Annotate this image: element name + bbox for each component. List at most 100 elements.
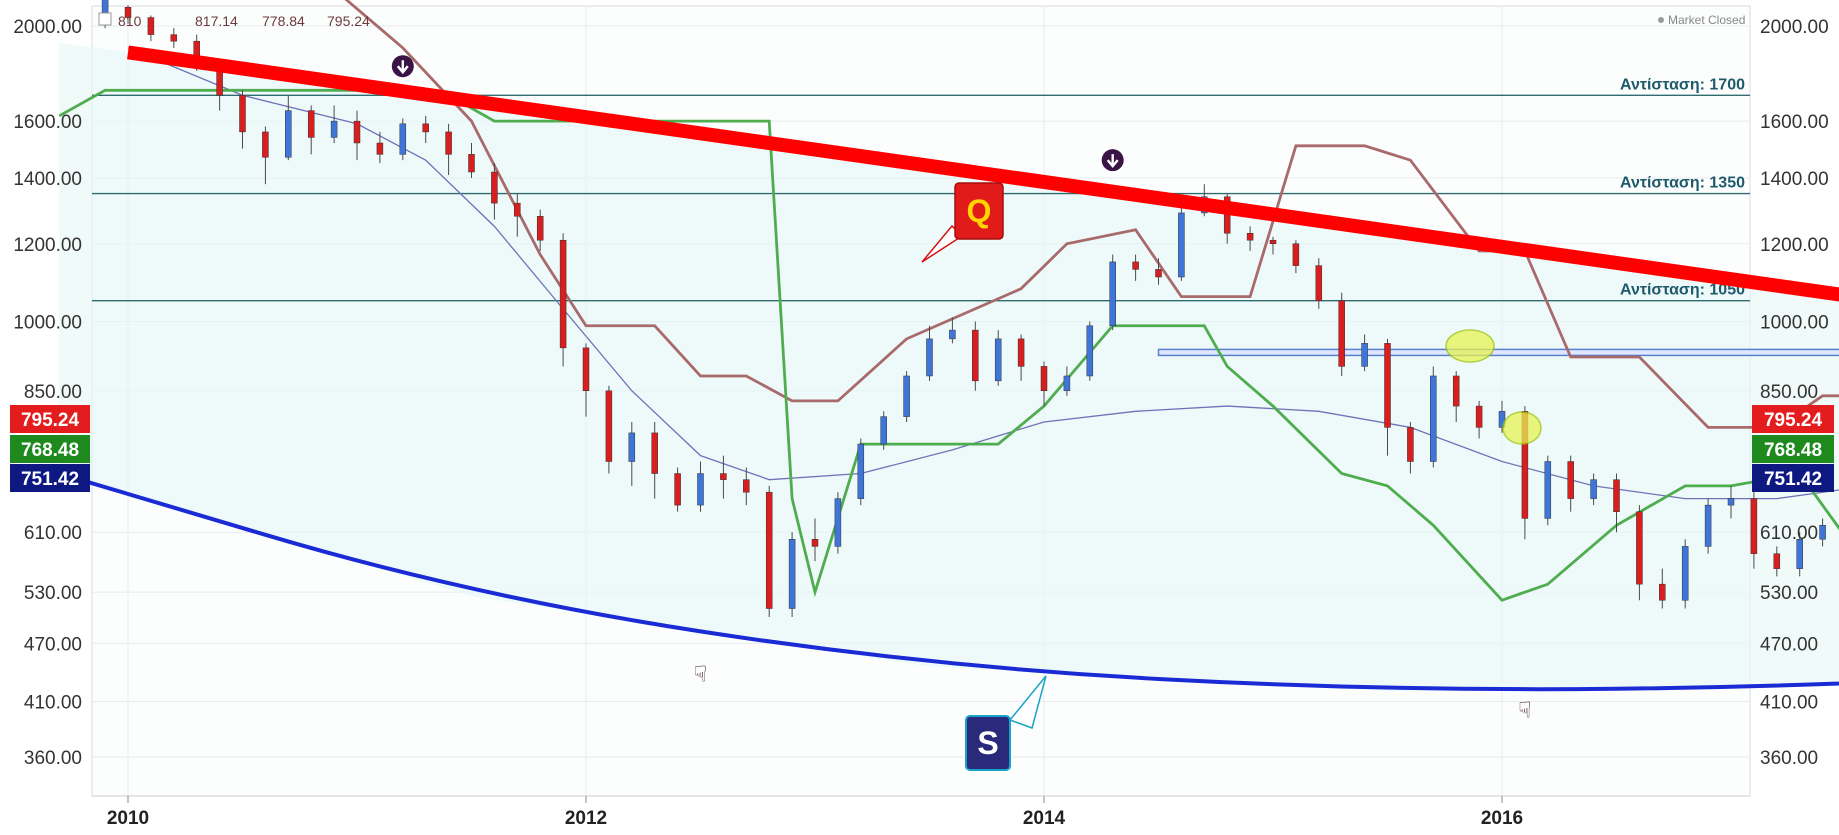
price-label-right-0: 795.24 — [1764, 410, 1823, 431]
candle-body-14 — [422, 123, 429, 133]
candle-body-8 — [285, 110, 292, 158]
candle-45 — [1132, 254, 1139, 281]
candle-body-22 — [605, 390, 613, 462]
y-tick-left-10: 360.00 — [24, 748, 82, 769]
price-labels-left: 795.24 768.48 751.42 — [10, 405, 90, 492]
y-tick-right-10: 360.00 — [1760, 748, 1818, 769]
y-tick-left-9: 410.00 — [24, 693, 82, 714]
candle-body-37 — [949, 329, 956, 340]
candle-17 — [491, 163, 498, 220]
candle-24 — [651, 421, 658, 499]
price-label-right-1: 768.48 — [1764, 440, 1822, 461]
candlesticks — [101, 0, 1826, 617]
hand-pointer-icon-4: ☟ — [1518, 698, 1531, 723]
candle-13 — [399, 118, 407, 161]
candle-body-35 — [903, 375, 910, 417]
y-tick-left-6: 610.00 — [24, 523, 82, 544]
y-tick-left-3: 1200.00 — [13, 235, 82, 256]
candle-body-75 — [1819, 525, 1826, 540]
candle-body-7 — [262, 131, 269, 158]
candle-66 — [1613, 473, 1620, 533]
candle-64 — [1567, 455, 1574, 512]
candle-body-61 — [1498, 411, 1506, 428]
x-tick-label-1: 2012 — [565, 808, 607, 829]
market-status-text: Market Closed — [1668, 13, 1745, 27]
arc-s: S — [58, 329, 1839, 771]
y-tick-left-4: 1000.00 — [13, 312, 82, 333]
x-tick-label-2: 2014 — [1023, 808, 1066, 829]
y-tick-right-7: 530.00 — [1760, 583, 1818, 604]
candle-body-2 — [147, 17, 155, 35]
candle-10 — [330, 105, 338, 143]
candle-20 — [559, 233, 567, 367]
candle-body-74 — [1796, 538, 1803, 569]
resistance-lines: Αντίσταση: 1700 Αντίσταση: 1350 Αντίσταση:… — [92, 76, 1839, 357]
candle-body-13 — [399, 123, 407, 155]
candle-body-62 — [1521, 411, 1529, 519]
candle-body-40 — [1017, 338, 1025, 367]
candle-body-71 — [1727, 498, 1735, 506]
candle-69 — [1681, 539, 1689, 609]
candle-18 — [514, 193, 521, 237]
candle-35 — [903, 371, 910, 422]
trendline-q-line — [127, 45, 1839, 302]
candle-body-19 — [536, 215, 544, 241]
candle-body-27 — [720, 473, 727, 480]
candle-14 — [422, 115, 429, 143]
candle-11 — [353, 110, 361, 161]
arc-s-curve — [58, 471, 1839, 692]
x-tick-label-3: 2016 — [1481, 808, 1523, 829]
highlight-ellipse-1 — [1502, 411, 1542, 445]
candle-body-47 — [1178, 212, 1185, 278]
candle-19 — [536, 209, 544, 251]
candle-body-24 — [651, 432, 658, 474]
candle-body-11 — [353, 120, 361, 144]
candle-body-73 — [1773, 553, 1781, 569]
candle-body-67 — [1636, 511, 1643, 585]
y-tick-right-2: 1400.00 — [1760, 169, 1829, 190]
candle-body-46 — [1155, 269, 1162, 278]
candle-30 — [788, 532, 796, 617]
candle-56 — [1384, 338, 1391, 456]
candle-body-52 — [1292, 243, 1300, 266]
candle-body-15 — [445, 131, 452, 155]
ohlc-low: 778.84 — [262, 13, 305, 29]
candle-body-21 — [582, 347, 590, 392]
price-label-left-1: 768.48 — [21, 440, 79, 461]
candle-68 — [1659, 568, 1666, 609]
candle-40 — [1017, 334, 1025, 381]
candle-body-38 — [972, 329, 979, 382]
ohlc-toggle-icon[interactable] — [98, 12, 112, 26]
candle-body-9 — [307, 110, 315, 138]
price-label-right-bg-1 — [1752, 435, 1834, 463]
candle-47 — [1178, 206, 1185, 281]
candle-51 — [1269, 236, 1277, 255]
candle-body-44 — [1109, 261, 1116, 327]
candle-34 — [880, 411, 887, 450]
ohlc-open: 810 — [118, 13, 142, 29]
candle-46 — [1155, 258, 1162, 285]
candle-25 — [674, 467, 681, 512]
resistance-label-0: Αντίσταση: 1700 — [1620, 76, 1745, 93]
candle-50 — [1246, 226, 1254, 251]
candle-body-60 — [1475, 405, 1483, 428]
ohlc-readout: 810 817.14 778.84 795.24 — [98, 12, 370, 29]
y-tick-right-5: 850.00 — [1760, 382, 1818, 403]
candle-body-51 — [1269, 239, 1277, 245]
candle-38 — [972, 321, 979, 391]
callout-q-box — [954, 182, 1004, 240]
candle-body-18 — [514, 202, 521, 217]
candle-43 — [1086, 321, 1094, 381]
callout-s-label: S — [977, 725, 998, 761]
candle-body-12 — [376, 142, 384, 155]
y-tick-right-3: 1200.00 — [1760, 235, 1829, 256]
candle-26 — [697, 461, 704, 512]
candle-31 — [811, 518, 819, 562]
candle-12 — [376, 131, 384, 164]
candle-36 — [926, 325, 933, 381]
candle-53 — [1315, 258, 1323, 309]
candle-2 — [147, 15, 155, 42]
callout-s-pointer — [1008, 675, 1047, 729]
candle-44 — [1109, 254, 1116, 331]
